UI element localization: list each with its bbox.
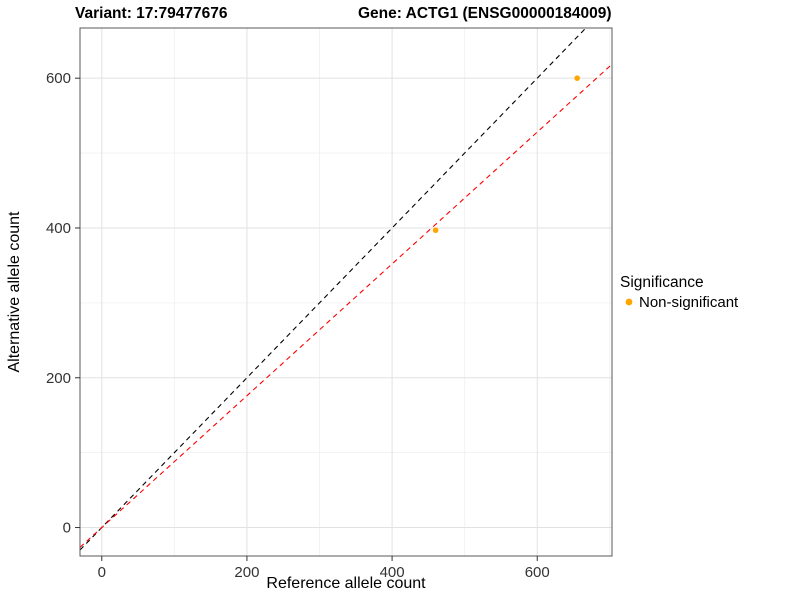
legend-item-label: Non-significant (639, 294, 739, 311)
plot-panel-background (80, 28, 612, 556)
reference-lines (80, 28, 612, 551)
scatter-points (432, 75, 580, 234)
plot-title-variant: Variant: 17:79477676 (75, 5, 228, 22)
y-tick-label: 600 (46, 70, 71, 87)
plot-title-gene: Gene: ACTG1 (ENSG00000184009) (358, 5, 612, 22)
data-point (574, 75, 580, 81)
fit-line (80, 63, 612, 548)
axis-ticks (75, 77, 538, 561)
x-axis-title: Reference allele count (266, 575, 426, 592)
x-tick-label: 600 (525, 564, 550, 581)
y-tick-label: 400 (46, 220, 71, 237)
x-tick-label: 400 (380, 564, 405, 581)
plot-panel-border (79, 27, 613, 557)
data-point (432, 227, 439, 234)
y-tick-label: 200 (46, 370, 71, 387)
x-tick-label: 200 (234, 564, 259, 581)
x-tick-label: 0 (98, 564, 106, 581)
legend-title: Significance (620, 274, 704, 291)
identity-line (80, 28, 587, 551)
major-gridlines (80, 28, 612, 556)
y-axis-title: Alternative allele count (6, 211, 23, 373)
legend-point-swatch (625, 298, 633, 306)
legend: Significance Non-significant (620, 274, 739, 311)
y-tick-label: 0 (63, 520, 71, 537)
minor-gridlines (80, 28, 612, 556)
axis-tick-labels: 0 200 400 600 0 200 400 600 (46, 70, 550, 581)
